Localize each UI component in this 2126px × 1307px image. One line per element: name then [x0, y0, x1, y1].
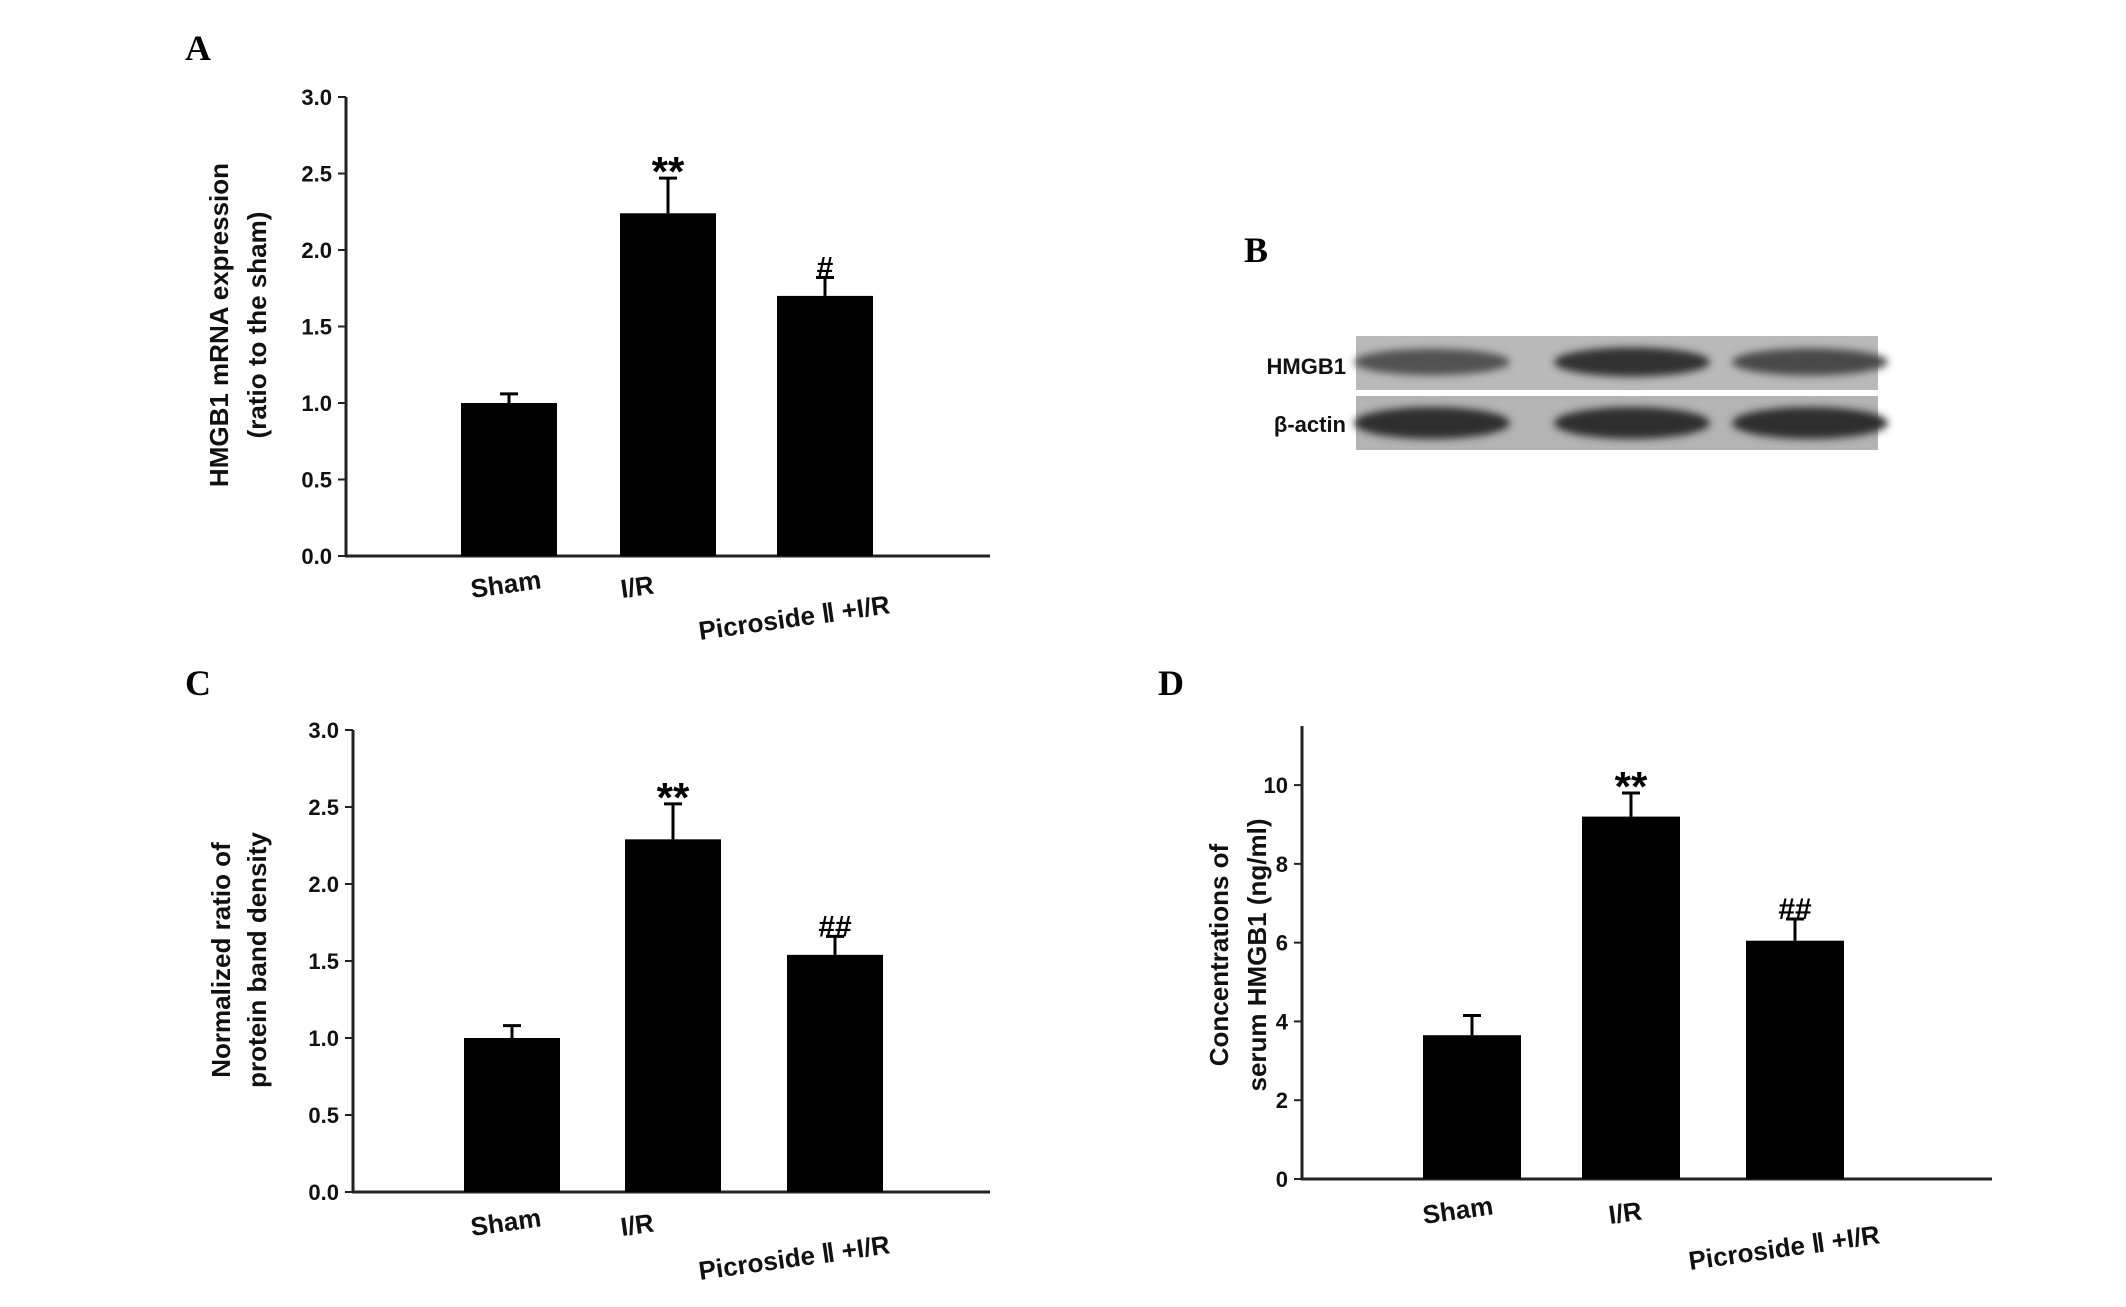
category-label-d-1: Sham	[1421, 1190, 1495, 1230]
significance-mark-a-3: #	[817, 252, 834, 285]
blot-label-beta-actin: β-actin	[1274, 412, 1346, 437]
y-axis-label-a: HMGB1 mRNA expression	[204, 163, 234, 487]
panel-letter-a: A	[185, 28, 211, 68]
y-axis-label-c: protein band density	[242, 832, 272, 1088]
y-tick-label-d: 6	[1276, 931, 1288, 956]
y-tick-label-c: 0.0	[308, 1180, 339, 1205]
y-tick-label-c: 1.0	[308, 1026, 339, 1051]
bar-c-3	[787, 954, 883, 1192]
significance-mark-c-3: ##	[818, 910, 852, 943]
y-tick-label-c: 1.5	[308, 949, 339, 974]
y-tick-label-a: 0.5	[301, 468, 332, 493]
y-axis-label-a: (ratio to the sham)	[242, 212, 272, 439]
y-tick-label-d: 8	[1276, 852, 1288, 877]
bar-a-3	[777, 295, 873, 556]
y-tick-label-a: 1.5	[301, 315, 332, 340]
blot-band-hmgb1-2	[1554, 347, 1710, 377]
bar-a-1	[461, 403, 557, 556]
chart-d: 0 2 4 6 8 10 Concentrations of serum HMGB1 (ng/…	[1204, 726, 1992, 1276]
category-label-a-1: Sham	[469, 564, 543, 604]
y-tick-label-d: 2	[1276, 1088, 1288, 1113]
y-tick-label-a: 2.5	[301, 162, 332, 187]
y-tick-label-c: 2.0	[308, 872, 339, 897]
panel-letter-d: D	[1158, 663, 1184, 703]
y-tick-label-d: 10	[1264, 773, 1288, 798]
y-axis-label-d: Concentrations of	[1204, 843, 1234, 1066]
bar-d-3	[1746, 940, 1844, 1179]
category-label-c-2: I/R	[619, 1208, 656, 1242]
blot-band-hmgb1-1	[1354, 348, 1510, 376]
category-label-a-3: Picroside Ⅱ +I/R	[697, 589, 892, 646]
y-tick-label-a: 1.0	[301, 391, 332, 416]
y-tick-label-a: 3.0	[301, 85, 332, 110]
category-label-c-3: Picroside Ⅱ +I/R	[697, 1229, 892, 1286]
bar-c-2	[625, 839, 721, 1192]
western-blot: HMGB1 β-actin	[1267, 336, 1888, 450]
bar-a-2	[620, 213, 716, 556]
blot-label-hmgb1: HMGB1	[1267, 354, 1346, 379]
y-tick-label-d: 4	[1276, 1009, 1289, 1034]
category-label-d-3: Picroside Ⅱ +I/R	[1687, 1219, 1882, 1276]
chart-a: 0.0 0.5 1.0 1.5 2.0 2.5 3.0 HMGB1 mRNA expressi…	[204, 85, 990, 646]
significance-mark-a-2: **	[652, 148, 685, 195]
panel-letter-c: C	[185, 663, 211, 703]
blot-band-hmgb1-3	[1732, 348, 1888, 376]
significance-mark-c-2: **	[657, 774, 690, 821]
y-tick-label-c: 2.5	[308, 795, 339, 820]
y-axis-label-d: serum HMGB1 (ng/ml)	[1242, 818, 1272, 1091]
bar-d-1	[1423, 1035, 1521, 1179]
chart-c: 0.0 0.5 1.0 1.5 2.0 2.5 3.0 Normalized ratio of…	[206, 718, 990, 1286]
panel-letter-b: B	[1244, 230, 1268, 270]
category-label-a-2: I/R	[619, 570, 656, 604]
blot-band-beta-actin-2	[1554, 407, 1710, 439]
blot-band-beta-actin-1	[1354, 407, 1510, 439]
bar-d-2	[1582, 816, 1680, 1179]
y-tick-label-c: 0.5	[308, 1103, 339, 1128]
y-tick-label-c: 3.0	[308, 718, 339, 743]
y-tick-label-d: 0	[1276, 1167, 1288, 1192]
bar-c-1	[464, 1038, 560, 1192]
y-tick-label-a: 2.0	[301, 238, 332, 263]
blot-band-beta-actin-3	[1732, 407, 1888, 439]
significance-mark-d-2: **	[1615, 763, 1648, 810]
category-label-c-1: Sham	[469, 1202, 543, 1242]
category-label-d-2: I/R	[1607, 1196, 1644, 1230]
significance-mark-d-3: ##	[1778, 893, 1812, 926]
y-tick-label-a: 0.0	[301, 544, 332, 569]
y-axis-label-c: Normalized ratio of	[206, 842, 236, 1078]
